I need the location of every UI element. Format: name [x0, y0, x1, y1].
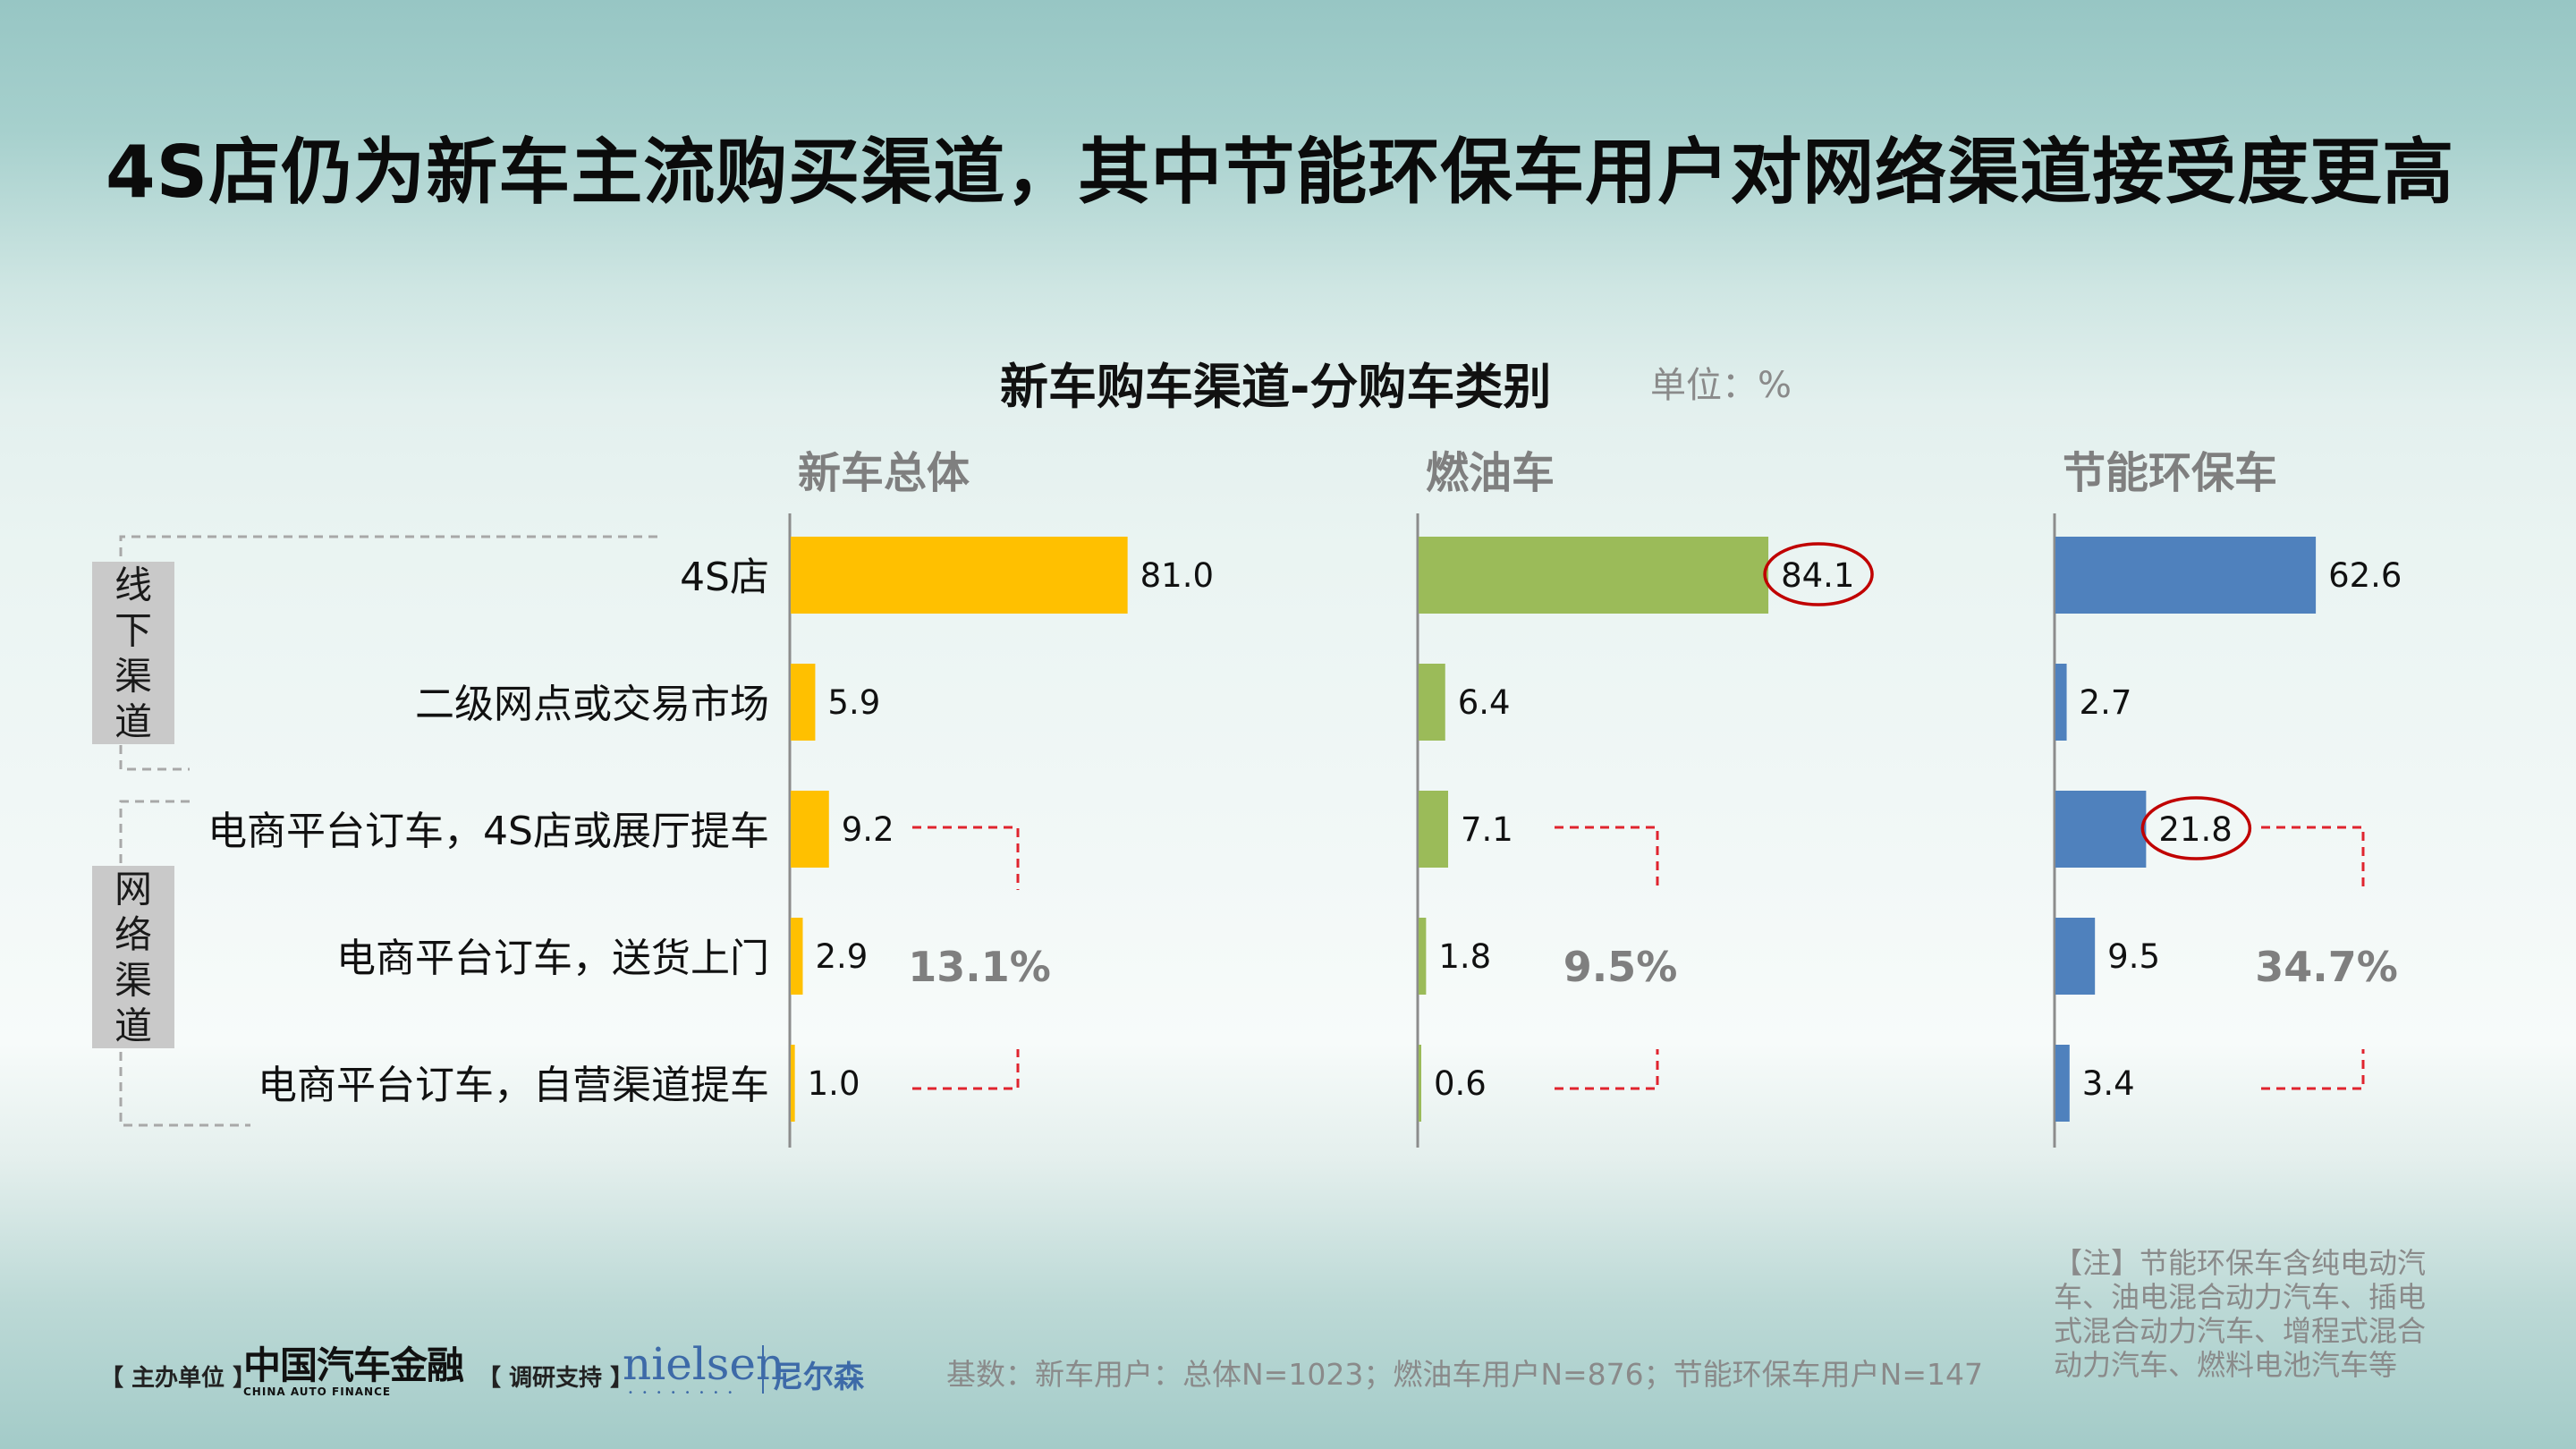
value-label: 2.9: [815, 937, 868, 976]
bar: [2055, 1045, 2070, 1122]
online-sum-bracket-bottom: [912, 1049, 1020, 1090]
value-label: 3.4: [2082, 1064, 2135, 1103]
base-note: 基数：新车用户：总体N=1023；燃油车用户N=876；节能环保车用户N=147: [946, 1357, 1983, 1392]
online-total-label: 9.5%: [1563, 943, 1678, 991]
host-label: 【 主办单位 】: [100, 1365, 257, 1392]
value-label: 9.2: [842, 810, 894, 849]
highlight-ellipse: [1763, 542, 1874, 606]
bar: [791, 1045, 795, 1122]
online-group-label-box: [92, 866, 174, 1048]
offline-bracket: [119, 535, 657, 771]
bar: [1419, 791, 1449, 868]
online-group-label-char: 道: [114, 1004, 152, 1048]
host-logo-cn: 中国汽车金融: [243, 1343, 464, 1387]
bar: [1419, 537, 1769, 614]
online-group-label-char: 络: [114, 913, 152, 957]
bar: [1419, 918, 1427, 995]
online-total-label: 13.1%: [908, 943, 1051, 991]
nielsen-logo: nielsen: [623, 1338, 785, 1390]
bar: [2055, 537, 2317, 614]
host-logo-en: CHINA AUTO FINANCE: [243, 1385, 392, 1398]
footnote: 【注】节能环保车含纯电动汽车、油电混合动力汽车、插电式混合动力汽车、增程式混合动…: [2054, 1246, 2427, 1382]
online-group-label-char: 网: [114, 868, 152, 911]
series-header: 新车总体: [798, 448, 970, 498]
value-label: 6.4: [1458, 683, 1511, 722]
online-sum-bracket-bottom: [2261, 1049, 2365, 1090]
online-group-label-char: 渠: [114, 959, 152, 1003]
bar: [1419, 664, 1445, 741]
bar: [2055, 791, 2147, 868]
offline-group-label-char: 下: [114, 609, 152, 653]
host-logo: 中国汽车金融 CHINA AUTO FINANCE: [243, 1343, 464, 1399]
online-sum-bracket-bottom: [1555, 1049, 1659, 1090]
value-label: 81.0: [1140, 556, 1214, 595]
offline-group-label-char: 渠: [114, 655, 152, 699]
bar: [791, 791, 829, 868]
offline-group-label-char: 线: [114, 564, 152, 607]
bar: [791, 918, 803, 995]
online-sum-bracket-top: [1555, 826, 1659, 890]
bar: [791, 664, 816, 741]
bar: [791, 537, 1128, 614]
value-label: 0.6: [1434, 1064, 1487, 1103]
highlight-ellipse: [2140, 796, 2252, 860]
value-label: 62.6: [2328, 556, 2402, 595]
value-label: 1.0: [808, 1064, 860, 1103]
value-label: 84.1: [1781, 556, 1854, 595]
series-header: 节能环保车: [2063, 448, 2277, 498]
category-label: 电商平台订车，自营渠道提车: [258, 1063, 769, 1108]
chart-title: 新车购车渠道-分购车类别: [1000, 359, 1552, 415]
online-sum-bracket-top: [2261, 826, 2365, 890]
series-header: 燃油车: [1426, 448, 1555, 498]
category-label: 二级网点或交易市场: [415, 682, 769, 727]
nielsen-logo-cn: 尼尔森: [773, 1360, 864, 1395]
online-sum-bracket-top: [912, 826, 1020, 890]
nielsen-dots: ••••••••: [628, 1388, 742, 1398]
value-label: 1.8: [1438, 937, 1491, 976]
offline-group-label-box: [92, 562, 174, 744]
support-label: 【 调研支持 】: [478, 1365, 634, 1392]
nielsen-separator: [762, 1345, 764, 1394]
online-total-label: 34.7%: [2255, 943, 2398, 991]
chart-unit: 单位：%: [1650, 365, 1792, 406]
value-label: 2.7: [2080, 683, 2132, 722]
bar: [2055, 918, 2096, 995]
category-label: 4S店: [680, 555, 769, 600]
bar: [1419, 1045, 1421, 1122]
value-label: 7.1: [1461, 810, 1513, 849]
value-label: 5.9: [827, 683, 880, 722]
page-title: 4S店仍为新车主流购买渠道，其中节能环保车用户对网络渠道接受度更高: [106, 131, 2455, 214]
value-label: 9.5: [2107, 937, 2160, 976]
bar: [2055, 664, 2067, 741]
offline-group-label-char: 道: [114, 700, 152, 744]
value-label: 21.8: [2158, 810, 2232, 849]
category-label: 电商平台订车，4S店或展厅提车: [208, 809, 769, 854]
category-label: 电商平台订车，送货上门: [336, 936, 769, 981]
